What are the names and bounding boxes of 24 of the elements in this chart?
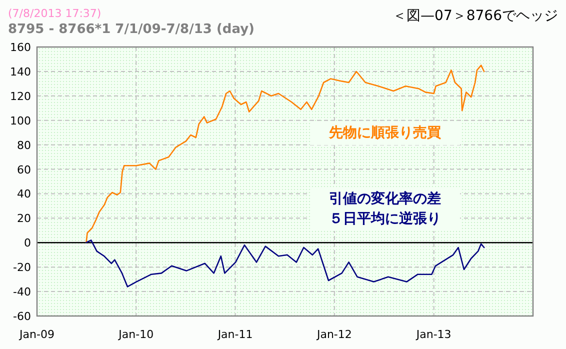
- x-tick-label: Jan-11: [216, 328, 253, 341]
- y-tick-label: -40: [13, 286, 31, 299]
- y-tick-label: 20: [17, 212, 31, 226]
- x-tick-label: Jan-13: [415, 328, 452, 341]
- x-tick-label: Jan-09: [18, 328, 54, 341]
- y-tick-label: 100: [10, 114, 31, 128]
- line-series: [86, 64, 485, 244]
- y-tick-label: 0: [24, 236, 31, 250]
- y-tick-label: 60: [17, 163, 31, 176]
- line-series: [86, 240, 485, 288]
- y-tick-label: -20: [13, 261, 31, 274]
- y-tick-label: 120: [10, 90, 31, 103]
- x-tick-label: Jan-12: [316, 328, 352, 341]
- y-tick-label: 140: [10, 65, 31, 78]
- series-label: 先物に順張り売買: [328, 125, 441, 141]
- x-tick-label: Jan-10: [118, 328, 154, 341]
- text: (7/8/2013 17:37): [8, 7, 102, 20]
- y-tick-label: 40: [17, 188, 31, 201]
- y-tick-label: 80: [17, 138, 31, 152]
- chart-title: ＜図—07＞8766でヘッジ: [392, 8, 558, 24]
- chart-subtitle: 8795 - 8766*1 7/1/09-7/8/13 (day): [8, 22, 254, 37]
- y-tick-label: 160: [10, 41, 31, 54]
- series-label: 引値の変化率の差５日平均に逆張り: [329, 190, 441, 227]
- y-tick-label: -60: [13, 310, 31, 323]
